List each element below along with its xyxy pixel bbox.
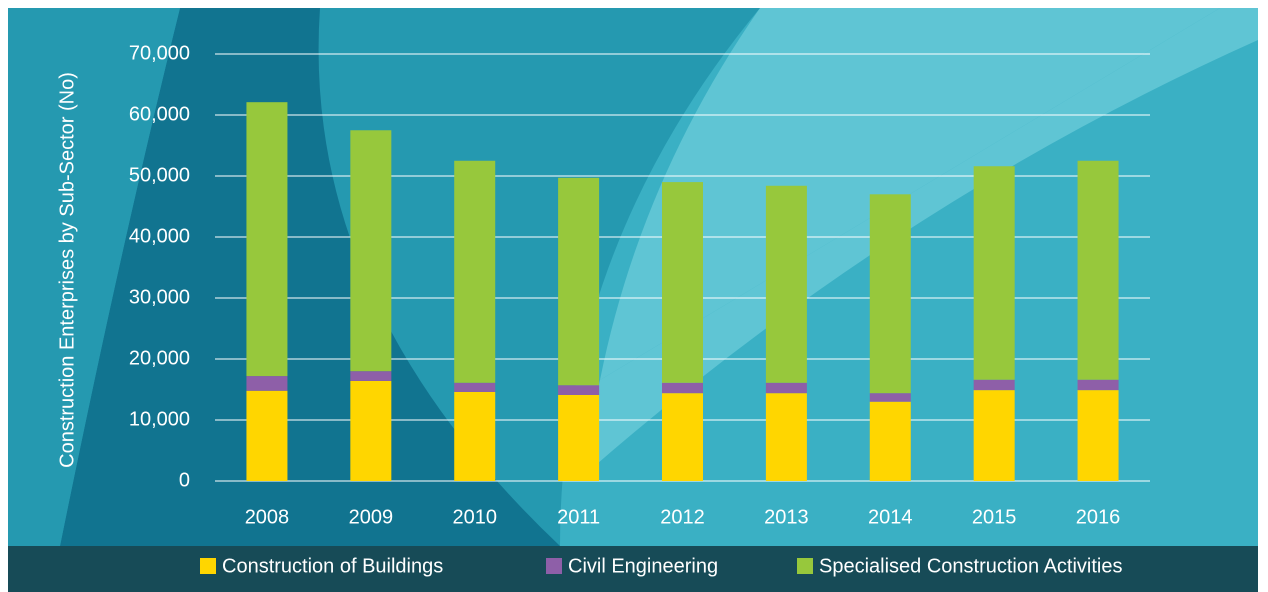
- x-tick-label: 2014: [868, 506, 913, 528]
- bar-segment: [350, 371, 392, 381]
- bar-segment: [869, 194, 911, 394]
- bar-segment: [973, 166, 1015, 380]
- legend-label: Construction of Buildings: [222, 555, 443, 577]
- y-tick-label: 50,000: [129, 164, 190, 186]
- bar-segment: [246, 376, 288, 391]
- bar-segment: [1077, 379, 1119, 391]
- legend-swatch: [797, 558, 813, 574]
- y-tick-label: 20,000: [129, 347, 190, 369]
- y-tick-label: 40,000: [129, 225, 190, 247]
- y-tick-label: 70,000: [129, 42, 190, 64]
- bar-segment: [973, 379, 1015, 391]
- bar-segment: [454, 382, 496, 392]
- bar-segment: [558, 385, 600, 395]
- y-tick-label: 30,000: [129, 286, 190, 308]
- bar-segment: [662, 393, 703, 481]
- bar-segment: [662, 182, 703, 383]
- legend-label: Specialised Construction Activities: [819, 555, 1122, 577]
- bar-segment: [246, 102, 288, 377]
- x-tick-label: 2016: [1076, 506, 1121, 528]
- legend-label: Civil Engineering: [568, 555, 718, 577]
- legend-swatch: [200, 558, 216, 574]
- y-axis-label: Construction Enterprises by Sub-Sector (…: [56, 72, 78, 468]
- bar-segment: [350, 380, 392, 481]
- bar-segment: [765, 185, 807, 383]
- bar-segment: [765, 382, 807, 394]
- x-tick-label: 2012: [660, 506, 705, 528]
- y-tick-label: 0: [179, 469, 190, 491]
- x-tick-label: 2011: [557, 506, 600, 528]
- x-tick-label: 2010: [452, 506, 497, 528]
- bar-segment: [246, 390, 288, 481]
- x-tick-label: 2013: [764, 506, 809, 528]
- x-tick-label: 2015: [972, 506, 1017, 528]
- bar-segment: [558, 394, 600, 481]
- x-tick-label: 2009: [349, 506, 394, 528]
- bar-segment: [662, 382, 703, 394]
- bar-segment: [869, 393, 911, 402]
- y-tick-label: 10,000: [129, 408, 190, 430]
- x-tick-label: 2008: [245, 506, 290, 528]
- bar-segment: [973, 390, 1015, 481]
- bar-segment: [454, 160, 496, 383]
- bar-segment: [869, 401, 911, 481]
- legend-swatch: [546, 558, 562, 574]
- bar-segment: [350, 130, 392, 372]
- bar-segment: [558, 177, 600, 386]
- bar-segment: [1077, 390, 1119, 481]
- y-tick-label: 60,000: [129, 103, 190, 125]
- background: [8, 8, 1258, 546]
- bar-segment: [765, 393, 807, 481]
- legend-band: [8, 546, 1258, 592]
- bar-segment: [1077, 160, 1119, 380]
- bar-segment: [454, 391, 496, 481]
